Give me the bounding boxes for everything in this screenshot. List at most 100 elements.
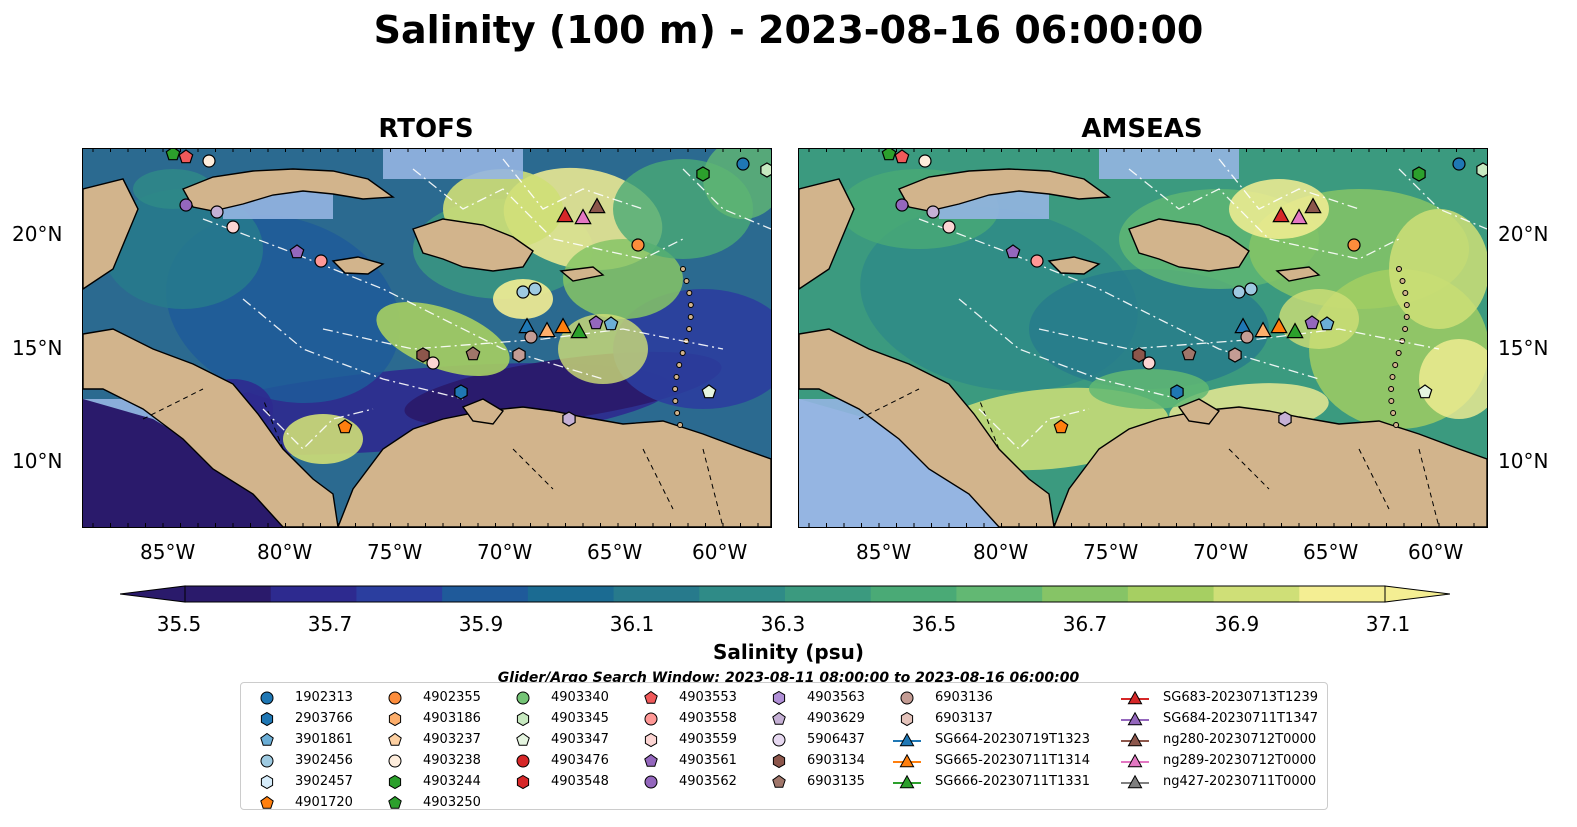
amseas-marker-8 (942, 220, 956, 234)
rtofs-marker-26 (337, 419, 353, 434)
legend-column: 4903553 4903558 4903559 4903561 4903562 (637, 687, 737, 792)
colorbar-segment (699, 586, 786, 602)
circle-marker-icon (644, 775, 658, 788)
legend-item: 3902456 (253, 750, 353, 771)
colorbar-tick-label: 37.1 (1365, 612, 1411, 636)
amseas-marker-21 (1228, 347, 1242, 363)
rtofs-marker-11 (631, 238, 645, 252)
colorbar-segment (1299, 586, 1386, 602)
legend-item: 6903137 (893, 708, 1090, 729)
amseas-marker-7 (926, 205, 940, 219)
legend-item-label: 6903136 (935, 690, 993, 705)
legend-item-label: 3902456 (295, 753, 353, 768)
amseas-marker-15 (1254, 321, 1272, 338)
rtofs-marker-24 (465, 346, 481, 361)
amseas-map (798, 148, 1488, 528)
amseas-marker-23 (1142, 356, 1156, 370)
circle-marker-icon (516, 691, 530, 704)
rtofs-map (82, 148, 772, 528)
legend-item: SG684-20230711T1347 (1121, 708, 1318, 729)
legend-item: 3901861 (253, 729, 353, 750)
legend-item-label: 4903238 (423, 753, 481, 768)
legend-item-label: 4903563 (807, 690, 865, 705)
rtofs-marker-8 (226, 220, 240, 234)
pentagon-marker-icon (516, 732, 530, 746)
rtofs-marker-0 (165, 149, 181, 161)
rtofs-marker-20 (524, 330, 538, 344)
legend-item-label: 1902313 (295, 690, 353, 705)
legend-item: 6903136 (893, 687, 1090, 708)
legend-item-label: 4902355 (423, 690, 481, 705)
rtofs-marker-16 (554, 317, 572, 334)
hexagon-marker-icon (644, 732, 658, 747)
amseas-marker-25 (1170, 384, 1184, 400)
colorbar-tick-label: 35.5 (156, 612, 202, 636)
legend-item-label: 4903476 (551, 753, 609, 768)
rtofs-marker-28 (701, 384, 717, 399)
rtofs-marker-27 (562, 411, 576, 427)
colorbar-segment (870, 586, 957, 602)
legend-item-label: 4903629 (807, 711, 865, 726)
legend-item: ng427-20230711T0000 (1121, 771, 1318, 792)
rtofs-marker-13 (528, 282, 542, 296)
lon-label-left: 65°W (587, 540, 643, 564)
hexagon-marker-icon (260, 711, 274, 726)
hexagon-marker-icon (516, 711, 530, 726)
legend-item-label: 4903558 (679, 711, 737, 726)
lat-label-left: 15°N (12, 336, 63, 360)
lat-label-right: 15°N (1498, 336, 1549, 360)
legend-item: 4903347 (509, 729, 609, 750)
lat-label-left: 20°N (12, 222, 63, 246)
colorbar-title: Salinity (psu) (712, 640, 864, 664)
colorbar-segment (270, 586, 357, 602)
legend-item: SG664-20230719T1323 (893, 729, 1090, 750)
rtofs-marker-12 (516, 285, 530, 299)
rtofs-marker-21 (512, 347, 526, 363)
rtofs-marker-29 (556, 206, 574, 223)
legend-item-label: 4903559 (679, 732, 737, 747)
amseas-marker-16 (1270, 317, 1288, 334)
amseas-marker-31 (1304, 197, 1322, 214)
rtofs-marker-7 (210, 205, 224, 219)
legend-item-label: 4901720 (295, 795, 353, 810)
legend-item: ng289-20230712T0000 (1121, 750, 1318, 771)
legend-item-label: SG666-20230711T1331 (935, 774, 1091, 789)
lat-label-left: 10°N (12, 449, 63, 473)
legend-column: 4903563 4903629 5906437 6903134 6903135 (765, 687, 865, 792)
colorbar-extend-high (1384, 585, 1450, 603)
lon-label-right: 65°W (1303, 540, 1359, 564)
hexagon-marker-icon (388, 711, 402, 726)
legend-item: 4903553 (637, 687, 737, 708)
amseas-marker-10 (1030, 254, 1044, 268)
panel-title-amseas: AMSEAS (1081, 114, 1203, 144)
lon-label-right: 60°W (1408, 540, 1464, 564)
legend-item-label: 4903340 (551, 690, 609, 705)
triangle-marker-icon (1121, 732, 1149, 746)
legend-item-label: 4903244 (423, 774, 481, 789)
rtofs-marker-31 (588, 197, 606, 214)
legend-item: 1902313 (253, 687, 353, 708)
amseas-marker-1 (894, 149, 910, 164)
lon-label-left: 80°W (257, 540, 313, 564)
amseas-marker-24 (1181, 346, 1197, 361)
legend-item: 6903134 (765, 750, 865, 771)
amseas-marker-26 (1053, 419, 1069, 434)
legend-item-label: 4903347 (551, 732, 609, 747)
hexagon-marker-icon (388, 774, 402, 789)
amseas-marker-27 (1278, 411, 1292, 427)
pentagon-marker-icon (644, 753, 658, 767)
colorbar-segment (1127, 586, 1215, 602)
colorbar-segment (185, 586, 272, 602)
lon-label-left: 75°W (367, 540, 423, 564)
hexagon-marker-icon (772, 753, 786, 768)
legend-item: 6903135 (765, 771, 865, 792)
legend-column: 6903136 6903137 SG664-20230719T1323 SG665-2… (893, 687, 1090, 792)
legend-item-label: 4903548 (551, 774, 609, 789)
legend-item-label: SG683-20230713T1239 (1163, 690, 1319, 705)
rtofs-map-canvas (83, 149, 771, 527)
legend-item: 3902457 (253, 771, 353, 792)
legend-item: 4903562 (637, 771, 737, 792)
amseas-marker-19 (1319, 316, 1335, 331)
amseas-marker-9 (1005, 244, 1021, 259)
colorbar-segment (1042, 586, 1129, 602)
